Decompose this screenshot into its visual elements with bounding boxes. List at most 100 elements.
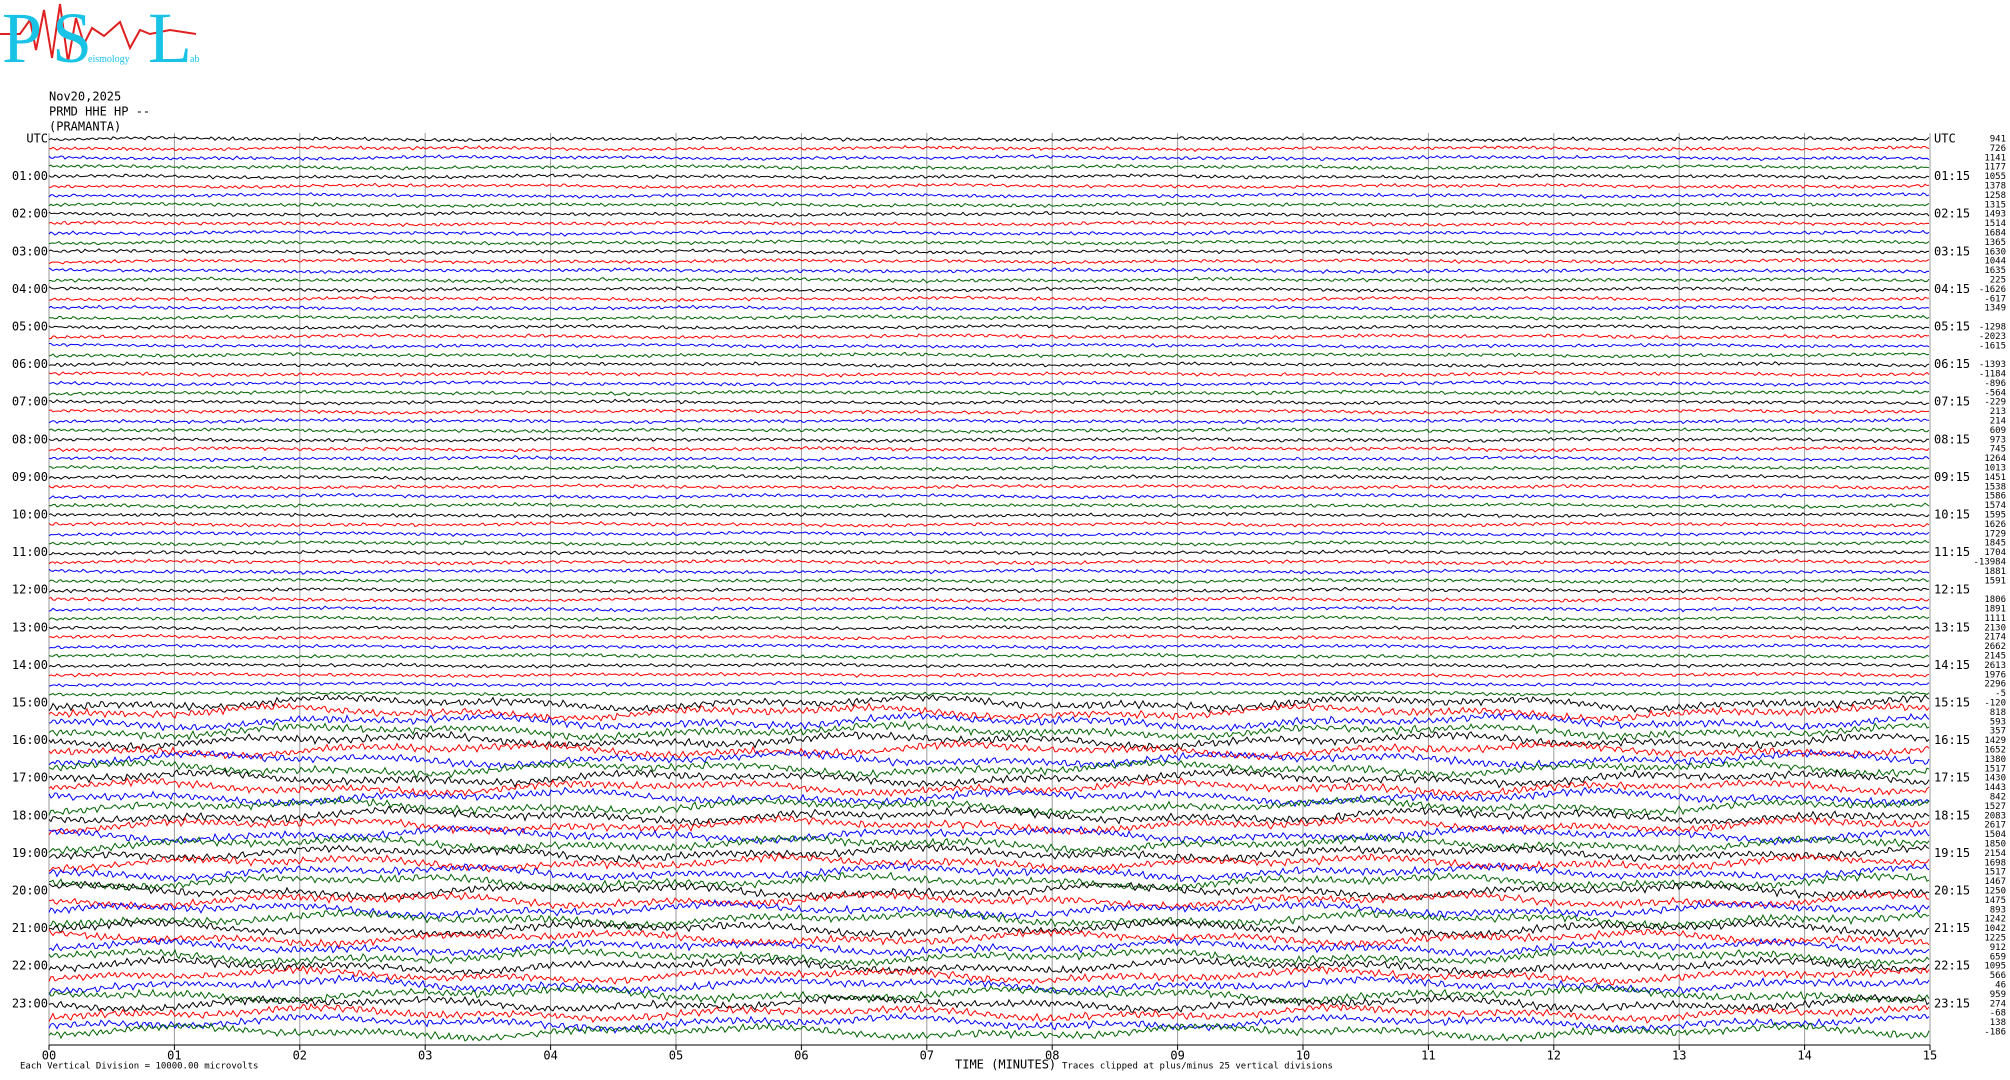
trace <box>49 464 1930 472</box>
trace-offset: 225 <box>1990 276 2006 286</box>
trace-offset: 2617 <box>1984 821 2006 831</box>
footer-clip: Traces clipped at plus/minus 25 vertical… <box>1062 1062 1333 1072</box>
trace-offset: 2145 <box>1984 652 2006 662</box>
left-time-label: 12:00 <box>12 583 48 597</box>
trace <box>48 163 1930 171</box>
trace-offset: 593 <box>1990 717 2006 727</box>
trace-offset: 609 <box>1990 426 2006 436</box>
x-tick-label: 01 <box>167 1049 181 1063</box>
x-axis-label: TIME (MINUTES) <box>955 1058 1056 1072</box>
trace-offset: 1652 <box>1984 746 2006 756</box>
trace-offset: -1298 <box>1979 323 2006 333</box>
trace <box>48 993 1930 1014</box>
trace-offset: 1630 <box>1984 247 2006 257</box>
left-time-label: 03:00 <box>12 244 48 258</box>
trace-offset: -186 <box>1984 1028 2006 1038</box>
trace <box>48 530 1930 537</box>
trace <box>48 135 1930 143</box>
x-tick-label: 13 <box>1672 1049 1686 1063</box>
traces <box>48 135 1930 1043</box>
right-time-label: 23:15 <box>1934 996 1970 1010</box>
trace <box>48 852 1930 874</box>
trace-offset: 1013 <box>1984 464 2006 474</box>
trace-offset: 959 <box>1990 990 2006 1000</box>
trace <box>48 908 1930 930</box>
trace-offset: 726 <box>1990 144 2006 154</box>
right-time-label: 03:15 <box>1934 244 1970 258</box>
trace <box>48 483 1930 491</box>
trace-offset: -120 <box>1984 699 2006 709</box>
left-time-label: 21:00 <box>12 921 48 935</box>
trace <box>48 257 1930 265</box>
trace <box>48 834 1930 855</box>
trace-offset: 1055 <box>1984 172 2006 182</box>
trace-offset: 1264 <box>1984 454 2006 464</box>
right-time-label: 19:15 <box>1934 846 1970 860</box>
trace <box>48 973 1930 996</box>
trace <box>48 426 1930 435</box>
right-time-label: 07:15 <box>1934 395 1970 409</box>
trace <box>48 558 1930 566</box>
trace <box>48 521 1930 528</box>
logo-letter: P <box>2 0 42 78</box>
trace-offset: 1729 <box>1984 529 2006 539</box>
left-time-label: 14:00 <box>12 658 48 672</box>
trace <box>48 694 1930 713</box>
trace <box>48 680 1930 688</box>
trace <box>48 276 1930 284</box>
trace-offset: -896 <box>1984 379 2006 389</box>
logo-wave <box>0 3 197 63</box>
trace <box>48 492 1930 500</box>
trace <box>48 814 1930 836</box>
trace <box>48 843 1930 863</box>
trace-offset: -617 <box>1984 294 2006 304</box>
trace-offset: 1891 <box>1984 605 2006 615</box>
right-time-label: 20:15 <box>1934 884 1970 898</box>
logo-word: ab <box>190 54 199 65</box>
trace <box>48 351 1930 359</box>
trace-offset: 1475 <box>1984 896 2006 906</box>
trace-offset: 1258 <box>1984 191 2006 201</box>
trace <box>48 539 1930 547</box>
logo: P S L eismology ab <box>0 0 199 78</box>
trace-offset: 1527 <box>1984 802 2006 812</box>
trace <box>48 398 1930 406</box>
x-tick-label: 00 <box>42 1049 56 1063</box>
trace-offset: -564 <box>1984 388 2006 398</box>
trace-offset: 1141 <box>1984 153 2006 163</box>
trace <box>48 871 1930 892</box>
trace <box>48 342 1930 350</box>
x-tick-label: 04 <box>543 1049 557 1063</box>
trace <box>48 786 1930 808</box>
trace <box>48 824 1930 846</box>
trace <box>48 965 1930 986</box>
trace <box>48 898 1930 921</box>
x-tick-label: 12 <box>1547 1049 1561 1063</box>
right-time-label: 17:15 <box>1934 771 1970 785</box>
logo-word: eismology <box>88 54 130 65</box>
trace <box>48 643 1930 650</box>
x-tick-label: 14 <box>1797 1049 1811 1063</box>
right-time-label: 02:15 <box>1934 207 1970 221</box>
trace-offset: 1698 <box>1984 858 2006 868</box>
trace-offset: 1504 <box>1984 830 2006 840</box>
trace <box>48 389 1930 397</box>
x-tick-label: 05 <box>669 1049 683 1063</box>
trace <box>48 739 1930 761</box>
trace-offset: 2613 <box>1984 661 2006 671</box>
trace <box>48 1003 1930 1024</box>
trace-offset: 2154 <box>1984 849 2006 859</box>
trace <box>48 586 1930 594</box>
right-time-label: 11:15 <box>1934 545 1970 559</box>
trace-offset: 2174 <box>1984 633 2006 643</box>
trace-offset: 1225 <box>1984 934 2006 944</box>
trace <box>48 267 1930 275</box>
trace <box>48 191 1930 199</box>
right-time-label: 16:15 <box>1934 733 1970 747</box>
trace <box>48 445 1930 453</box>
logo-letter: S <box>52 0 92 78</box>
trace-offset: 1684 <box>1984 229 2006 239</box>
trace-offset: 1365 <box>1984 238 2006 248</box>
trace <box>48 408 1930 416</box>
trace <box>48 173 1930 180</box>
